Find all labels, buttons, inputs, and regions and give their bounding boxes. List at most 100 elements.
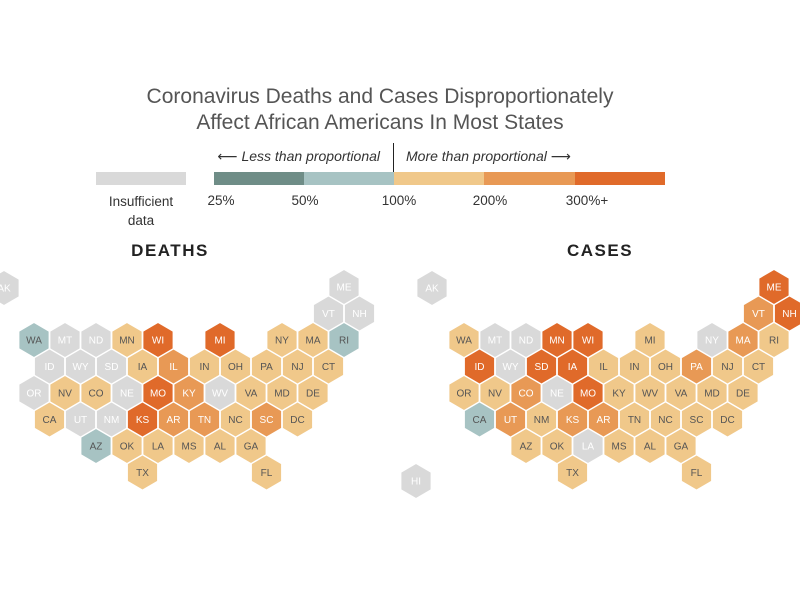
cases-hex-label-ne: NE [550,389,564,400]
chart-title: Coronavirus Deaths and Cases Disproporti… [0,84,760,136]
legend-swatch-300 [575,172,665,185]
deaths-hex-label-mn: MN [119,336,135,347]
cases-hex-label-ny: NY [705,336,719,347]
deaths-hex-shape-fl [250,454,283,491]
deaths-hex-label-ms: MS [182,442,197,453]
deaths-hex-label-or: OR [27,389,42,400]
cases-hex-label-ms: MS [612,442,627,453]
deaths-hex-label-wv: WV [212,389,228,400]
deaths-hex-label-id: ID [45,362,55,373]
cases-hex-label-or: OR [457,389,472,400]
deaths-hex-label-ca: CA [43,415,57,426]
deaths-hex-label-wy: WY [72,362,88,373]
deaths-hex-label-la: LA [152,442,165,453]
cases-hex-label-tn: TN [628,415,641,426]
cases-hex-label-az: AZ [520,442,533,453]
cases-hex-label-sc: SC [690,415,704,426]
chart-title-line-1: Coronavirus Deaths and Cases Disproporti… [146,85,614,108]
cases-hex-label-ma: MA [736,336,751,347]
deaths-hex-shape-az [80,427,112,465]
cases-hex-label-mn: MN [549,336,565,347]
deaths-hex-label-az: AZ [90,442,103,453]
cases-hex-label-mt: MT [488,336,502,347]
cases-hex-shape-ak [416,269,448,307]
cases-hex-label-ky: KY [612,389,626,400]
deaths-hex-label-co: CO [89,389,104,400]
cases-hex-label-nm: NM [534,415,550,426]
legend-more-label: More than proportional ⟶ [406,148,571,164]
deaths-map-title: DEATHS [131,241,209,260]
deaths-hex-label-nm: NM [104,415,120,426]
cases-hex-shape-dc [711,401,744,438]
deaths-hex-label-me: ME [337,283,352,294]
deaths-hex-label-ny: NY [275,336,289,347]
cases-hex-label-wy: WY [502,362,518,373]
cases-hex-label-ar: AR [597,415,611,426]
deaths-hex-shape-ca [33,401,66,438]
deaths-hex-ca: CA [33,401,66,438]
cases-hex-label-wv: WV [642,389,658,400]
cases-hex-label-nv: NV [488,389,502,400]
deaths-hex-label-ak: AK [0,284,11,295]
cases-hex-label-oh: OH [658,362,673,373]
deaths-hex-label-ga: GA [244,442,259,453]
legend-tick-50: 50% [291,193,319,208]
legend-less-label: ⟵ Less than proportional [217,148,381,164]
cases-hex-label-ia: IA [568,362,578,373]
legend-tick-25: 25% [207,193,235,208]
deaths-hex-label-fl: FL [261,468,273,479]
deaths-hex-label-il: IL [169,362,178,373]
deaths-hex-label-vt: VT [322,309,335,320]
deaths-hex-dc: DC [281,401,314,438]
deaths-hex-label-nd: ND [89,336,103,347]
deaths-hex-label-mt: MT [58,336,72,347]
deaths-hex-label-ks: KS [136,415,150,426]
cases-hex-label-co: CO [519,389,534,400]
chart-title-line-2: Affect African Americans In Most States [196,111,564,134]
cases-hex-label-me: ME [767,283,782,294]
deaths-hex-fl: FL [250,454,283,491]
cases-hex-label-il: IL [599,362,608,373]
deaths-hex-label-ut: UT [74,415,87,426]
legend-swatch-25 [214,172,304,185]
deaths-hex-label-va: VA [245,389,258,400]
deaths-hex-label-wa: WA [26,336,42,347]
deaths-hex-label-de: DE [306,389,320,400]
deaths-hex-label-ma: MA [306,336,321,347]
deaths-hex-label-sd: SD [105,362,119,373]
deaths-hex-label-mo: MO [150,389,166,400]
cases-hex-shape-fl [680,454,713,491]
deaths-hex-label-ia: IA [138,362,148,373]
deaths-hex-label-nh: NH [352,309,366,320]
cases-hex-label-ok: OK [550,442,565,453]
legend-insufficient-swatch [96,172,186,185]
cases-hex-shape-tx [556,454,589,491]
legend-tick-300: 300%+ [565,193,609,208]
cases-hex-label-ak: AK [425,284,439,295]
cases-hex-label-wi: WI [582,336,594,347]
cases-hex-label-mo: MO [580,389,596,400]
cases-hex-dc: DC [711,401,744,438]
deaths-hex-tx: TX [126,454,159,491]
deaths-hex-label-pa: PA [260,362,273,373]
deaths-hex-label-al: AL [214,442,227,453]
cases-hex-label-nc: NC [658,415,672,426]
legend-swatch-50 [304,172,394,185]
cases-hex-label-hi: HI [411,477,421,488]
cases-hex-label-fl: FL [691,468,703,479]
deaths-hex-label-ky: KY [182,389,196,400]
cases-map-title: CASES [566,241,634,260]
cases-hex-label-la: LA [582,442,595,453]
deaths-hex-ak: AK [0,269,20,307]
cases-hex-label-mi: MI [644,336,655,347]
deaths-hex-az: AZ [80,427,112,465]
cases-hex-label-sd: SD [535,362,549,373]
cases-hex-label-wa: WA [456,336,472,347]
legend-swatch-100 [394,172,484,185]
cases-hex-label-nd: ND [519,336,533,347]
cases-hex-label-de: DE [736,389,750,400]
cases-hex-label-ri: RI [769,336,779,347]
deaths-hex-label-tx: TX [136,468,149,479]
cases-hex-label-tx: TX [566,468,579,479]
cases-hex-label-id: ID [475,362,485,373]
